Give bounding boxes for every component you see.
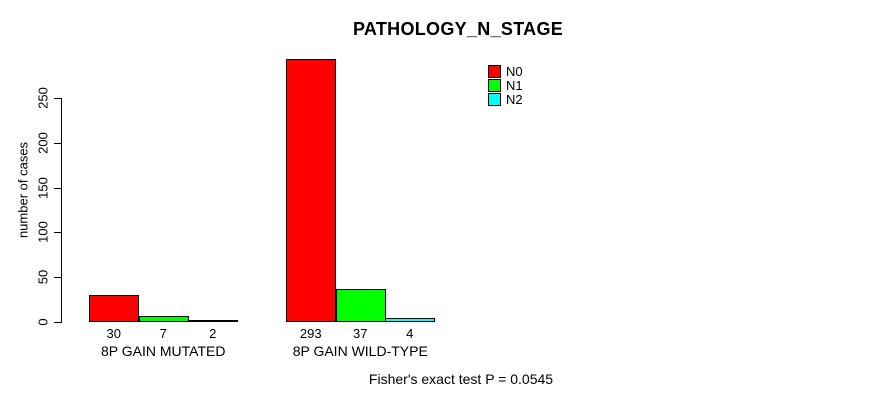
- y-axis-tick: [54, 188, 61, 189]
- legend-swatch-n0: [488, 65, 501, 78]
- legend-label: N1: [506, 78, 523, 93]
- chart-title: PATHOLOGY_N_STAGE: [352, 19, 564, 39]
- bar-value-label: 4: [406, 326, 414, 341]
- legend-swatch-n1: [488, 79, 501, 92]
- bar-n0: [89, 295, 139, 322]
- y-axis-tick: [54, 98, 61, 99]
- bar-value-label: 7: [159, 326, 167, 341]
- legend-item-n0: N0: [488, 64, 523, 79]
- annotation-fisher-test: Fisher's exact test P = 0.0545: [368, 371, 554, 387]
- legend-label: N2: [506, 92, 523, 107]
- y-axis-tick-label: 250: [35, 87, 51, 109]
- bar-n0: [286, 59, 336, 322]
- bar-value-label: 30: [106, 326, 121, 341]
- y-axis-tick: [54, 143, 61, 144]
- legend-label: N0: [506, 64, 523, 79]
- bar-value-label: 2: [209, 326, 217, 341]
- y-axis-tick: [54, 277, 61, 278]
- bar-n2: [385, 318, 435, 322]
- category-label: 8P GAIN WILD-TYPE: [292, 343, 428, 359]
- legend-item-n2: N2: [488, 92, 523, 107]
- bar-n2: [188, 320, 238, 322]
- bar-n1: [336, 289, 386, 322]
- legend-swatch-n2: [488, 93, 501, 106]
- bar-value-label: 37: [353, 326, 368, 341]
- bar-value-label: 293: [299, 326, 322, 341]
- y-axis-tick-label: 200: [35, 132, 51, 154]
- y-axis-line: [61, 98, 62, 323]
- legend-item-n1: N1: [488, 78, 523, 93]
- y-axis-tick-label: 100: [35, 221, 51, 243]
- y-axis-tick-label: 0: [35, 318, 51, 326]
- y-axis-tick-label: 150: [35, 177, 51, 199]
- y-axis-tick: [54, 232, 61, 233]
- bar-n1: [139, 316, 189, 322]
- category-label: 8P GAIN MUTATED: [101, 343, 226, 359]
- y-axis-tick: [54, 322, 61, 323]
- y-axis-tick-label: 50: [35, 269, 51, 285]
